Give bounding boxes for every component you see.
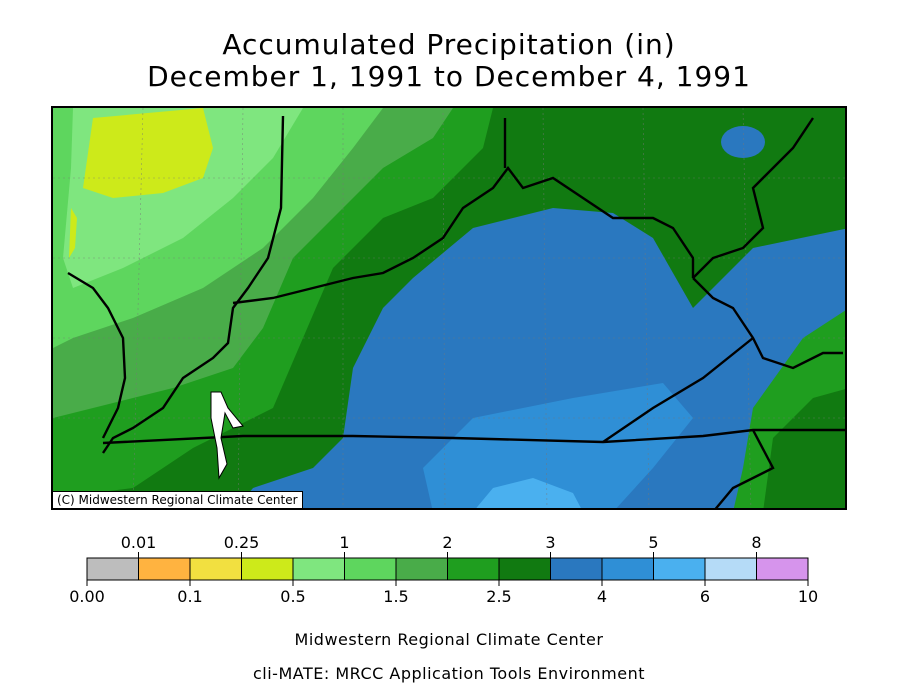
footer-org: Midwestern Regional Climate Center	[294, 630, 604, 649]
legend-bottom-label: 0.1	[177, 587, 202, 606]
legend-bottom-label: 0.00	[69, 587, 105, 606]
legend-top-label: 0.25	[224, 533, 260, 552]
legend-top-label: 3	[545, 533, 555, 552]
zone-0.25-0.5	[83, 108, 213, 198]
legend-bin-10	[601, 557, 654, 581]
legend-top-label: 2	[442, 533, 452, 552]
precipitation-legend: 0.01 0.25 1 2 3 5 8 0.00 0.1 0.5 1.5 2.5 4 6 10	[69, 533, 818, 606]
legend-bin-8	[498, 557, 551, 581]
legend-bottom-label: 2.5	[486, 587, 511, 606]
legend-top-label: 5	[648, 533, 658, 552]
legend-bin-6	[395, 557, 448, 581]
legend-bin-4	[292, 557, 345, 581]
legend-bin-7	[447, 557, 500, 581]
lat-lon-grid	[53, 108, 845, 508]
map-date-range: December 1, 1991 to December 4, 1991	[147, 60, 751, 93]
zone-west-edge	[69, 208, 77, 258]
legend-bin-12	[704, 557, 757, 581]
zone-5-6	[476, 478, 581, 508]
zone-4-5	[423, 383, 693, 508]
legend-bin-3	[241, 557, 294, 581]
legend-bottom-labels: 0.00 0.1 0.5 1.5 2.5 4 6 10	[69, 580, 818, 606]
legend-bin-11	[653, 557, 706, 581]
legend-bin-1	[138, 557, 191, 581]
zone-east-band-dark	[763, 389, 845, 508]
legend-bottom-label: 4	[597, 587, 607, 606]
legend-bin-0	[86, 557, 139, 581]
legend-bin-2	[189, 557, 242, 581]
legend-bins	[86, 557, 809, 581]
precipitation-map: (C) Midwestern Regional Climate Center	[51, 106, 847, 510]
legend-top-label: 0.01	[121, 533, 157, 552]
legend-top-label: 1	[339, 533, 349, 552]
footer-tool: cli-MATE: MRCC Application Tools Environ…	[252, 664, 646, 683]
river-lake	[210, 391, 244, 480]
legend-bin-9	[550, 557, 603, 581]
map-canvas	[53, 108, 845, 508]
legend-bottom-label: 6	[700, 587, 710, 606]
legend-top-labels: 0.01 0.25 1 2 3 5 8	[121, 533, 762, 558]
zone-ne-spot	[721, 126, 765, 158]
legend-bottom-label: 1.5	[383, 587, 408, 606]
state-boundaries	[67, 115, 845, 508]
map-credit: (C) Midwestern Regional Climate Center	[53, 491, 303, 508]
legend-bin-5	[344, 557, 397, 581]
legend-bin-13	[756, 557, 809, 581]
legend-bottom-label: 10	[798, 587, 818, 606]
legend-bottom-label: 0.5	[280, 587, 305, 606]
map-title: Accumulated Precipitation (in)	[222, 28, 676, 61]
legend-top-label: 8	[751, 533, 761, 552]
